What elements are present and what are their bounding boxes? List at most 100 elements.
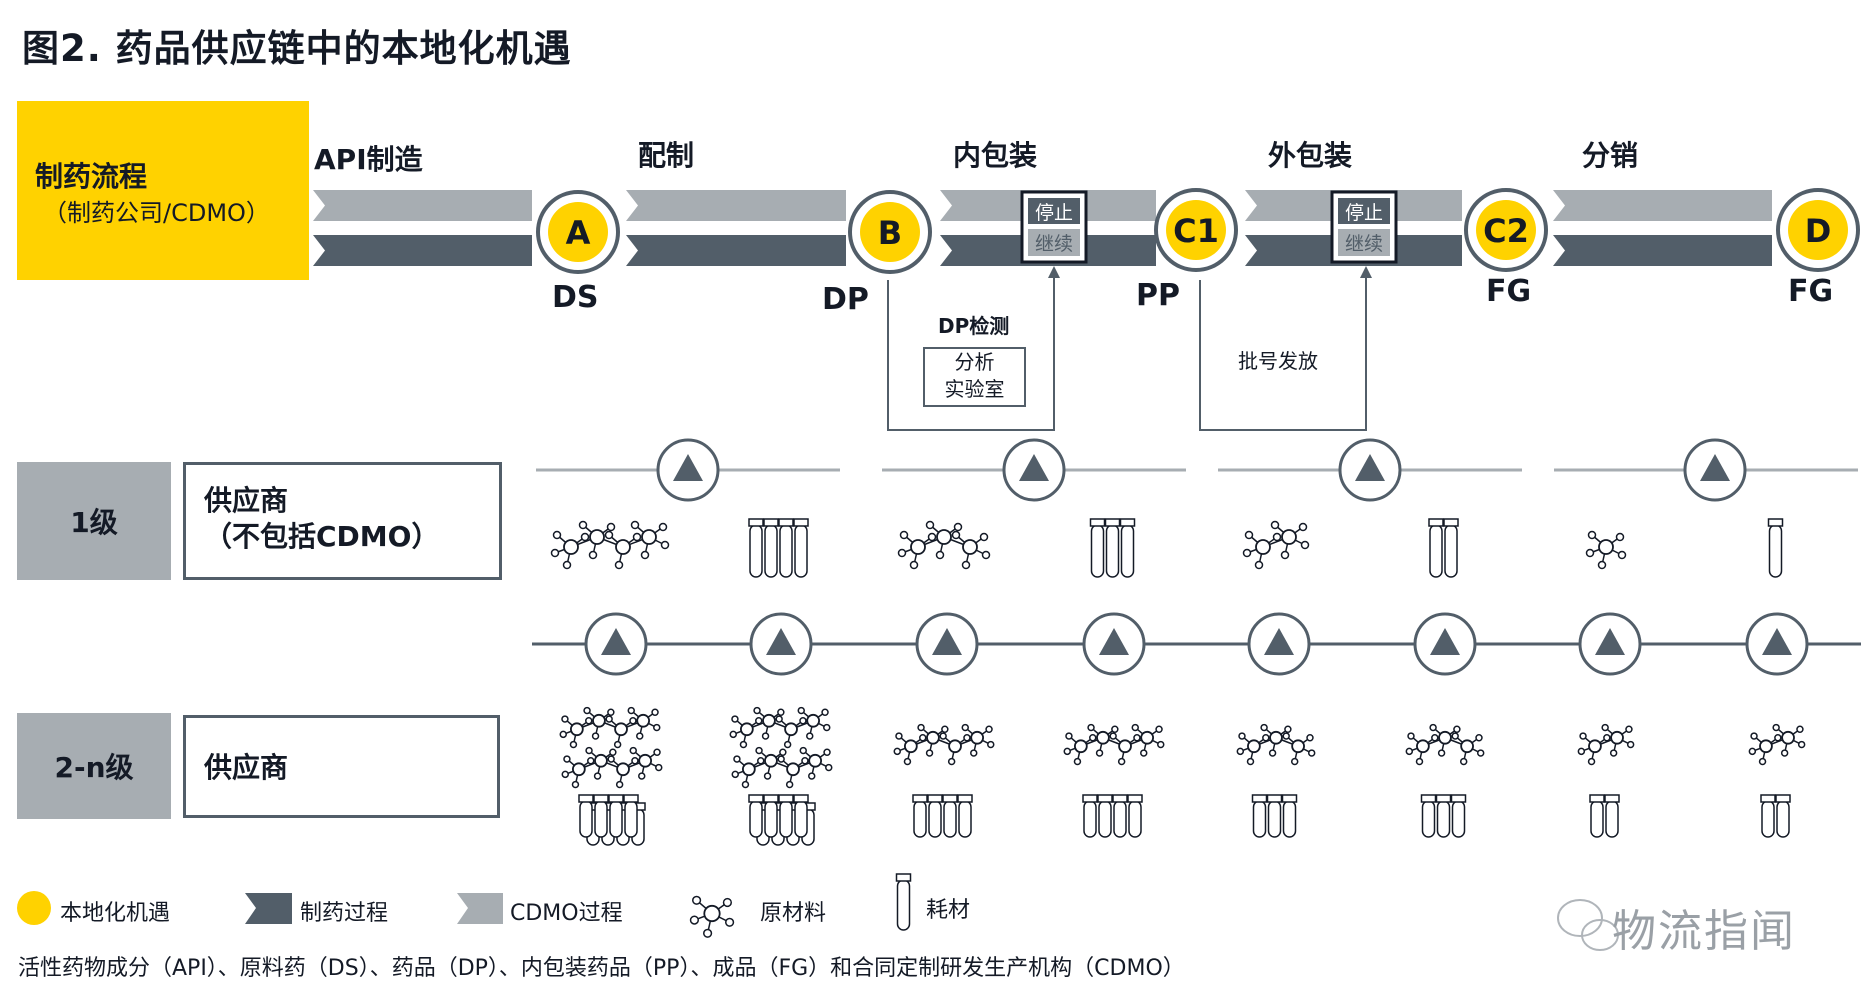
atom <box>936 529 952 545</box>
atom <box>808 772 816 780</box>
atom <box>1109 732 1117 740</box>
tube-cap <box>1266 794 1283 803</box>
tube-cap <box>1428 518 1444 527</box>
node-label-fg-final: FG <box>1788 274 1834 309</box>
node-label-pp: PP <box>1136 278 1180 313</box>
atom <box>797 706 805 715</box>
stage-distribution: 分销 <box>1582 139 1639 172</box>
atom <box>1796 725 1804 733</box>
triangle-up-icon <box>601 628 631 655</box>
node-letter: C1 <box>1173 212 1219 250</box>
atom <box>1118 739 1132 754</box>
cdmo-process-bar <box>313 190 532 221</box>
atom <box>899 530 909 540</box>
atom <box>1140 730 1155 745</box>
atom <box>703 928 713 938</box>
tube <box>913 800 927 838</box>
tube <box>779 800 793 838</box>
continue-block <box>1338 229 1390 256</box>
atom <box>777 708 785 716</box>
tube <box>1105 524 1120 578</box>
atom <box>569 740 578 749</box>
tube <box>1098 800 1112 838</box>
atom <box>1260 723 1268 732</box>
raw-material-icon <box>561 746 663 789</box>
footnote: 活性药物成分（API）、原料药（DS）、药品（DP）、内包装药品（PP）、成品（… <box>18 956 1185 981</box>
stage-formulation: 配制 <box>638 139 695 172</box>
tube <box>928 800 942 838</box>
atom <box>563 755 571 763</box>
atom <box>1291 739 1305 754</box>
atom <box>777 755 785 763</box>
atom <box>1238 732 1246 740</box>
raw-material-icon <box>550 520 670 570</box>
watermark: 物流指闻 <box>1612 906 1796 957</box>
node-letter: B <box>878 214 902 252</box>
atom <box>1758 757 1767 766</box>
wechat-icon <box>1581 919 1619 951</box>
atom <box>1748 747 1757 756</box>
atom <box>1759 739 1773 754</box>
atom <box>591 732 600 740</box>
tube-cap <box>748 518 764 527</box>
atom <box>1587 530 1597 540</box>
atom <box>1626 740 1635 749</box>
tube-cap <box>1435 794 1452 803</box>
atom <box>1577 747 1586 756</box>
atom <box>1585 548 1595 558</box>
tube-cap <box>895 873 912 882</box>
atom <box>614 560 624 570</box>
tube-cap <box>778 794 794 803</box>
atom <box>1272 532 1282 542</box>
stage-api: API制造 <box>314 143 423 176</box>
atom <box>917 723 925 732</box>
atom <box>1255 539 1271 555</box>
atom <box>799 717 807 725</box>
atom <box>636 732 644 740</box>
atom <box>1610 730 1624 745</box>
atom <box>587 757 595 765</box>
atom <box>1074 739 1088 754</box>
consumable-icon <box>1428 518 1459 578</box>
atom <box>578 520 588 530</box>
atom <box>1453 725 1461 733</box>
consumable-icon <box>1760 794 1791 838</box>
atom <box>1587 757 1596 766</box>
atom <box>757 757 765 765</box>
atom <box>784 722 798 737</box>
tube-cap <box>793 794 809 803</box>
atom <box>1475 734 1483 742</box>
triangle-up-icon <box>1019 454 1049 481</box>
atom <box>1459 757 1468 766</box>
tube-cap <box>608 794 624 803</box>
atom <box>1117 757 1126 766</box>
atom <box>775 715 783 723</box>
atom <box>806 732 814 740</box>
triangle-up-icon <box>1099 628 1129 655</box>
stage-secondary-pack: 外包装 <box>1268 139 1353 172</box>
atom <box>1087 723 1095 732</box>
localization-opportunity-dot <box>860 202 920 262</box>
atom <box>1451 732 1459 740</box>
atom <box>552 530 562 540</box>
analysis-lab-box: 分析 实验室 <box>923 347 1026 407</box>
cdmo-process-bar <box>1553 190 1772 221</box>
node-letter: D <box>1805 212 1832 250</box>
atom <box>1269 730 1283 745</box>
tube <box>1421 800 1436 838</box>
atom <box>910 539 926 555</box>
raw-material-icon <box>1405 723 1485 766</box>
atom <box>1155 725 1163 733</box>
atom <box>755 717 763 725</box>
atom <box>939 732 947 740</box>
raw-material-icon <box>893 723 995 766</box>
tube <box>1252 800 1267 838</box>
tube <box>1113 800 1127 838</box>
atom <box>561 770 569 779</box>
atom <box>761 732 770 740</box>
tube <box>1605 800 1619 838</box>
tube <box>1590 800 1604 838</box>
tube <box>749 800 763 838</box>
atom <box>1579 732 1587 740</box>
atom <box>594 753 608 768</box>
